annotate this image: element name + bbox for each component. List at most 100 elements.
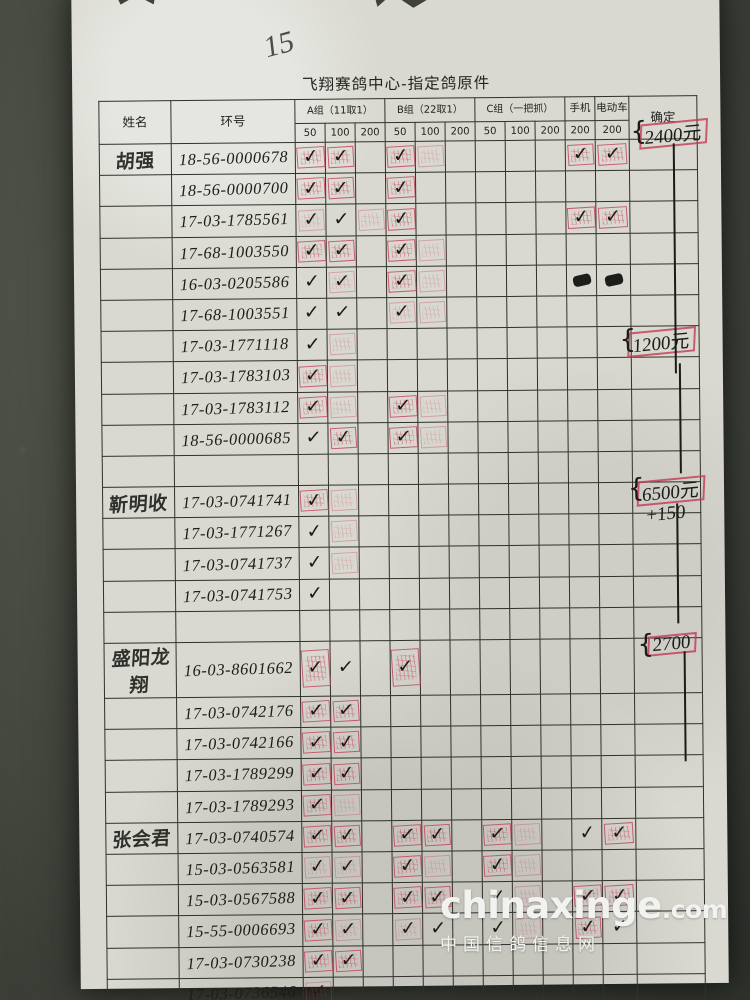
cell-a-1[interactable]: ✓ [325,173,356,205]
cell-a-0[interactable]: ✓ [300,727,332,759]
cell-b-2[interactable] [452,944,484,976]
cell-ebike[interactable] [602,849,637,881]
cell-c-2[interactable] [541,787,572,819]
cell-c-0[interactable] [481,756,512,789]
cell-a-2[interactable] [356,235,387,267]
table-row[interactable]: 15-55-0006693 ✓ ✓ ✓ ✓ ✓ ✓ ✓ [106,910,705,948]
cell-a-2[interactable] [362,913,393,946]
cell-a-2[interactable] [359,547,390,579]
cell-b-2[interactable] [446,296,478,329]
cell-b-2[interactable] [448,452,479,485]
cell-a-2[interactable] [361,789,392,821]
cell-name[interactable] [106,947,180,980]
cell-a-0[interactable]: ✓ [301,820,333,853]
cell-confirm[interactable] [633,544,702,576]
cell-a-0[interactable]: ✓ [302,914,333,946]
cell-name[interactable] [101,393,174,426]
cell-b-1[interactable]: ✓ [422,913,453,945]
cell-c-0[interactable]: ✓ [482,881,513,914]
cell-c-2[interactable] [536,327,568,359]
cell-ring[interactable]: 17-03-1783103 [173,360,298,394]
cell-b-0[interactable] [390,726,422,758]
cell-b-0[interactable]: ✓ [389,640,421,696]
cell-a-2[interactable] [358,484,389,517]
cell-b-1[interactable] [416,328,448,360]
cell-ebike[interactable] [596,264,631,296]
cell-ebike[interactable] [601,786,636,819]
cell-b-0[interactable] [388,515,420,548]
cell-b-0[interactable] [390,695,421,727]
cell-b-2[interactable] [447,421,479,453]
cell-a-1[interactable]: ✓ [330,727,362,759]
cell-a-1[interactable] [329,578,360,610]
cell-c-1[interactable] [509,576,540,609]
table-row[interactable]: 17-03-1785561 ✓ ✓ ✓ ✓ ✓ [99,201,699,238]
cell-b-2[interactable] [449,608,480,641]
cell-ring[interactable]: 17-03-0730238 [178,945,304,979]
cell-confirm[interactable] [636,942,706,974]
cell-c-2[interactable] [542,943,574,975]
cell-c-1[interactable] [511,787,542,820]
cell-ring[interactable]: 17-03-0741741 [174,485,299,518]
cell-c-0[interactable] [482,943,514,976]
cell-a-0[interactable] [299,609,330,642]
cell-a-0[interactable]: ✓ [301,789,332,822]
cell-a-2[interactable] [363,976,394,1000]
cell-a-0[interactable]: ✓ [303,976,334,1000]
cell-a-0[interactable]: ✓ [302,852,333,884]
cell-b-0[interactable] [389,577,420,610]
cell-b-0[interactable]: ✓ [391,820,423,852]
cell-b-1[interactable] [422,944,454,976]
cell-b-0[interactable]: ✓ [385,141,416,173]
cell-c-1[interactable] [505,171,536,203]
cell-b-1[interactable] [416,296,447,329]
cell-confirm[interactable] [636,879,705,912]
cell-c-1[interactable] [512,881,543,913]
cell-b-2[interactable] [445,140,476,173]
cell-ring[interactable]: 17-03-0742176 [176,696,301,729]
cell-phone[interactable] [568,451,599,483]
cell-b-1[interactable] [421,788,452,821]
cell-a-1[interactable] [327,360,358,392]
cell-phone[interactable] [568,482,599,515]
cell-b-1[interactable] [422,850,453,883]
cell-ring[interactable]: 17-03-1785561 [171,204,297,238]
cell-b-0[interactable] [393,975,424,1000]
cell-c-0[interactable] [479,608,510,640]
cell-a-2[interactable] [355,172,386,205]
cell-c-2[interactable] [540,693,571,726]
cell-a-2[interactable] [356,266,387,298]
cell-ebike[interactable]: ✓ [602,880,637,912]
cell-a-1[interactable]: ✓ [325,141,356,174]
cell-c-0[interactable] [479,545,510,578]
cell-name[interactable] [99,206,173,238]
cell-c-0[interactable]: ✓ [481,819,513,851]
cell-a-1[interactable] [327,391,358,423]
cell-phone[interactable]: ✓ [565,201,597,234]
cell-name[interactable] [106,853,179,886]
cell-b-1[interactable] [420,695,451,727]
table-row[interactable]: 盛阳龙翔 16-03-8601662 ✓ ✓ ✓ [103,637,703,699]
cell-a-0[interactable]: ✓ [298,485,329,517]
cell-confirm[interactable] [634,692,703,725]
cell-ebike[interactable] [600,693,635,725]
cell-a-2[interactable] [362,945,394,977]
cell-name[interactable] [100,237,173,270]
cell-b-1[interactable] [419,546,450,578]
cell-b-0[interactable] [387,359,418,392]
cell-ebike[interactable] [596,232,631,265]
cell-phone[interactable]: ✓ [572,880,603,913]
cell-a-1[interactable]: ✓ [326,266,357,299]
cell-b-1[interactable] [418,452,449,485]
cell-c-1[interactable] [508,483,539,515]
cell-b-0[interactable]: ✓ [386,297,417,329]
cell-b-1[interactable] [417,359,448,391]
cell-c-0[interactable] [479,639,511,695]
cell-ring[interactable]: 17-68-1003550 [172,236,297,269]
cell-b-0[interactable] [391,788,422,821]
cell-c-1[interactable] [510,694,541,726]
cell-ring[interactable]: 17-03-0741737 [175,547,300,581]
cell-c-0[interactable] [475,171,506,204]
cell-name[interactable] [100,268,173,301]
cell-ring[interactable]: 17-03-0736546 [179,977,304,1000]
